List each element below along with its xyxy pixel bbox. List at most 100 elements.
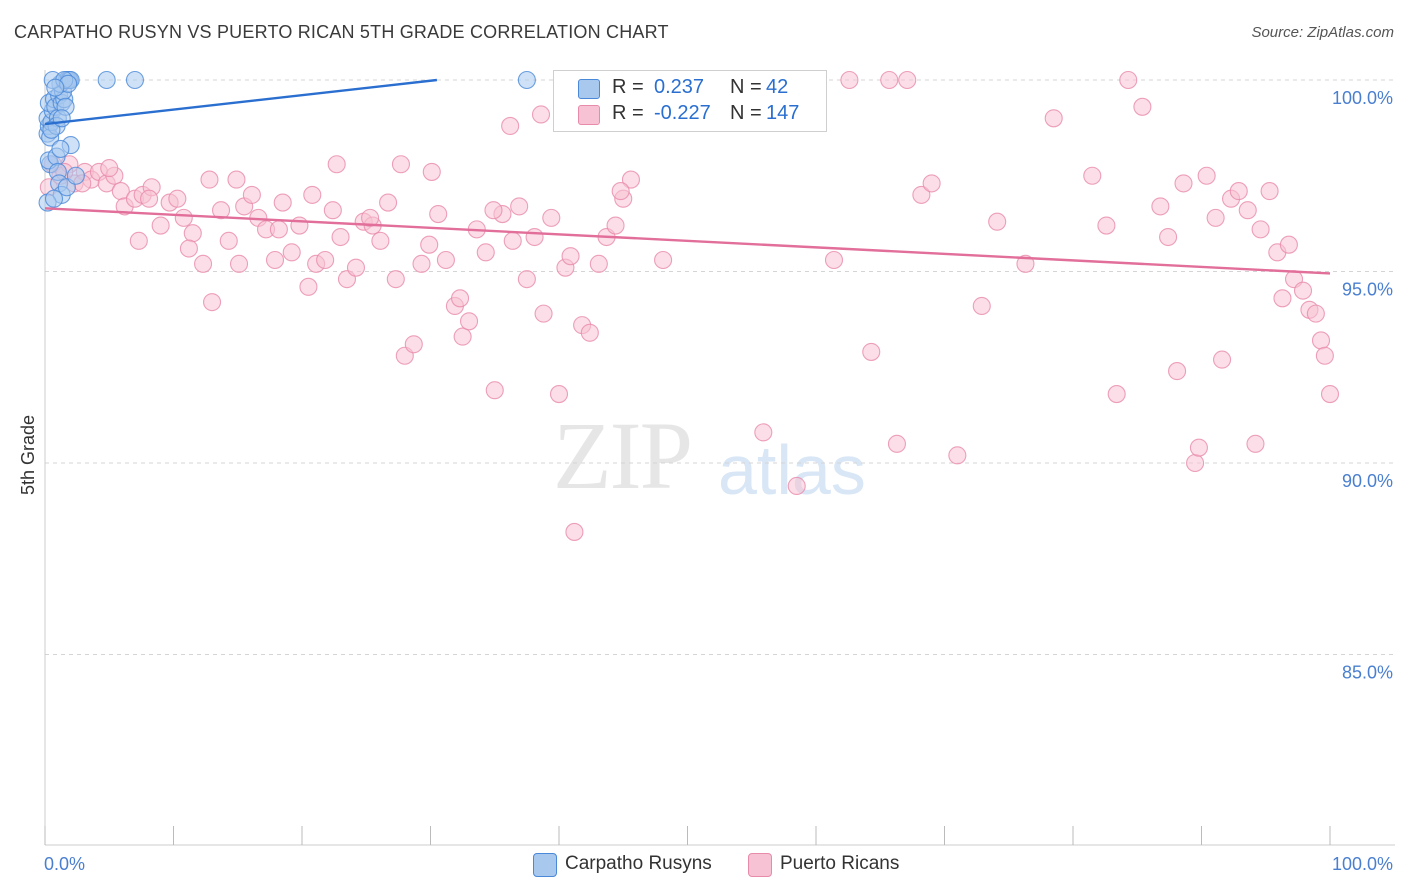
- data-point: [787, 476, 806, 496]
- data-point: [1107, 385, 1126, 404]
- legend-r-value: -0.227: [654, 102, 711, 124]
- correlation-legend: R = 0.237 N = 42 R = -0.227 N = 147: [553, 70, 827, 132]
- legend-n-value: 42: [766, 76, 789, 98]
- legend-n-label: N =: [730, 76, 762, 98]
- legend-swatch-pink: [578, 105, 600, 125]
- data-point: [386, 270, 405, 289]
- data-point: [66, 166, 85, 185]
- legend-n-value: 147: [766, 102, 800, 124]
- data-point: [453, 327, 472, 346]
- data-point: [484, 201, 503, 220]
- legend-row-puerto: R = -0.227 N = 147: [554, 101, 826, 127]
- data-point: [824, 250, 844, 270]
- data-point: [1246, 434, 1265, 453]
- data-point: [1238, 201, 1257, 220]
- data-point: [459, 312, 479, 331]
- data-point: [194, 254, 213, 273]
- data-point: [1251, 220, 1270, 239]
- data-point: [290, 216, 309, 235]
- series-legend: Carpatho Rusyns Puerto Ricans: [0, 851, 1406, 879]
- data-point: [1159, 227, 1178, 247]
- data-point: [229, 254, 249, 273]
- data-point: [621, 170, 641, 189]
- data-point: [51, 139, 70, 158]
- data-point: [542, 208, 561, 227]
- data-point: [1273, 289, 1292, 308]
- data-point: [391, 155, 410, 174]
- data-point: [227, 170, 246, 189]
- data-point: [303, 185, 322, 204]
- data-point: [1133, 97, 1152, 116]
- data-point: [331, 227, 350, 247]
- data-point: [531, 105, 551, 124]
- data-point: [299, 277, 318, 296]
- data-point: [1293, 281, 1313, 300]
- data-point: [1279, 235, 1298, 254]
- data-point: [200, 170, 219, 189]
- legend-row-carpatho: R = 0.237 N = 42: [554, 75, 826, 101]
- watermark-zip: ZIP: [553, 402, 693, 509]
- data-point: [420, 235, 439, 254]
- data-point: [269, 220, 288, 239]
- data-point: [1306, 304, 1325, 323]
- data-point: [174, 208, 193, 227]
- data-point: [1083, 166, 1102, 185]
- data-point: [412, 254, 431, 273]
- data-point: [1119, 70, 1138, 90]
- data-point: [379, 193, 398, 212]
- data-point: [606, 216, 625, 235]
- data-point: [219, 231, 238, 250]
- legend-label-puerto: Puerto Ricans: [780, 853, 900, 874]
- data-point: [211, 201, 231, 220]
- data-point: [404, 335, 423, 354]
- data-point: [565, 522, 584, 541]
- data-point: [323, 201, 342, 220]
- data-point: [1151, 197, 1170, 216]
- data-point: [1174, 174, 1193, 193]
- data-point: [371, 231, 390, 250]
- data-point: [988, 212, 1007, 231]
- data-point: [898, 70, 917, 90]
- data-point: [140, 189, 159, 208]
- data-point: [948, 446, 967, 465]
- data-point: [887, 434, 907, 453]
- chart-title: CARPATHO RUSYN VS PUERTO RICAN 5TH GRADE…: [14, 22, 669, 42]
- legend-n-label: N =: [730, 102, 762, 124]
- data-point: [129, 231, 148, 250]
- data-point: [517, 270, 536, 289]
- data-point: [1229, 182, 1248, 201]
- trend-line-puerto: [44, 207, 1331, 275]
- x-tick-label: 0.0%: [44, 854, 85, 874]
- data-point: [503, 231, 522, 250]
- data-point: [1213, 350, 1232, 369]
- data-point: [42, 120, 61, 139]
- legend-swatch-blue: [533, 853, 557, 877]
- data-point: [880, 70, 899, 90]
- data-point: [1320, 385, 1340, 404]
- data-point: [1315, 346, 1334, 365]
- data-point: [1168, 362, 1187, 381]
- data-point: [242, 185, 261, 204]
- legend-r-label: R =: [612, 102, 644, 124]
- data-point: [44, 189, 64, 208]
- legend-swatch-pink: [748, 853, 772, 877]
- data-point: [525, 227, 544, 247]
- data-point: [316, 250, 335, 270]
- data-point: [46, 78, 65, 97]
- data-point: [501, 116, 520, 136]
- data-point: [510, 197, 529, 216]
- gridlines: [45, 79, 1395, 655]
- data-point: [361, 208, 380, 227]
- legend-r-label: R =: [612, 76, 644, 98]
- data-point: [580, 323, 599, 342]
- data-point: [52, 109, 71, 128]
- data-point: [485, 381, 504, 400]
- legend-r-value: 0.237: [654, 76, 705, 98]
- data-point: [203, 293, 222, 312]
- data-point: [327, 155, 346, 174]
- legend-swatch-blue: [578, 79, 600, 99]
- y-tick-label: 90.0%: [1342, 471, 1393, 491]
- data-point: [125, 70, 144, 90]
- data-point: [754, 423, 773, 442]
